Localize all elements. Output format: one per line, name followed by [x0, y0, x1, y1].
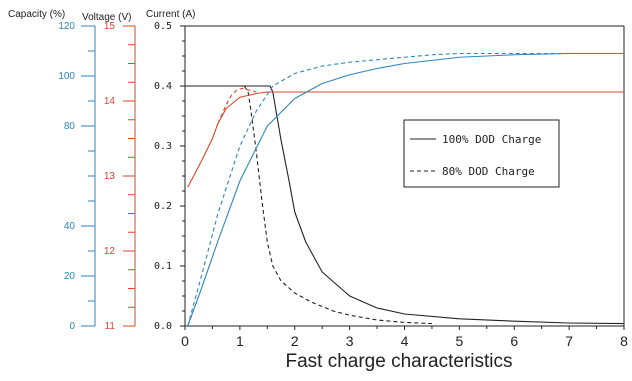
legend-label: 100% DOD Charge [442, 133, 541, 146]
current-series-dashed [243, 85, 432, 325]
voltage-axis-label: Voltage (V) [82, 12, 131, 23]
x-tick-label: 5 [455, 333, 463, 349]
capacity-tick-label: 120 [58, 21, 75, 32]
capacity-tick-label: 20 [64, 271, 76, 282]
chart-title: Fast charge characteristics [285, 351, 512, 372]
voltage-tick-label: 15 [104, 21, 116, 32]
current-tick-label: 0.0 [154, 321, 172, 332]
capacity-series-solid [187, 52, 624, 327]
x-tick-label: 4 [401, 333, 409, 349]
x-tick-label: 6 [510, 333, 518, 349]
current-tick-label: 0.4 [154, 81, 172, 92]
capacity-tick-label: 40 [64, 221, 76, 232]
current-series-solid [185, 85, 625, 325]
current-axis-label: Current (A) [146, 9, 195, 20]
voltage-series-solid [187, 91, 624, 188]
x-tick-label: 1 [236, 333, 244, 349]
capacity-series-dashed [187, 52, 624, 327]
voltage-series-dashed [217, 87, 257, 124]
legend-box [403, 119, 560, 188]
voltage-tick-label: 11 [105, 321, 116, 332]
x-tick-label: 2 [291, 333, 299, 349]
x-tick-label: 0 [181, 333, 189, 349]
capacity-tick-label: 0 [69, 321, 75, 332]
x-tick-label: 8 [620, 333, 628, 349]
capacity-axis-label: Capacity (%) [8, 9, 65, 20]
current-tick-label: 0.2 [154, 201, 172, 212]
capacity-tick-label: 80 [64, 121, 76, 132]
current-tick-label: 0.5 [154, 21, 172, 32]
series-group [185, 52, 625, 327]
voltage-tick-label: 12 [104, 246, 116, 257]
voltage-tick-label: 13 [104, 171, 116, 182]
legend-label: 80% DOD Charge [442, 165, 535, 178]
capacity-tick-label: 100 [58, 71, 75, 82]
voltage-tick-label: 14 [104, 96, 116, 107]
current-tick-label: 0.1 [154, 261, 172, 272]
x-tick-label: 7 [565, 333, 573, 349]
current-tick-label: 0.3 [154, 141, 172, 152]
x-tick-label: 3 [346, 333, 354, 349]
legend: 100% DOD Charge 80% DOD Charge [403, 119, 560, 188]
